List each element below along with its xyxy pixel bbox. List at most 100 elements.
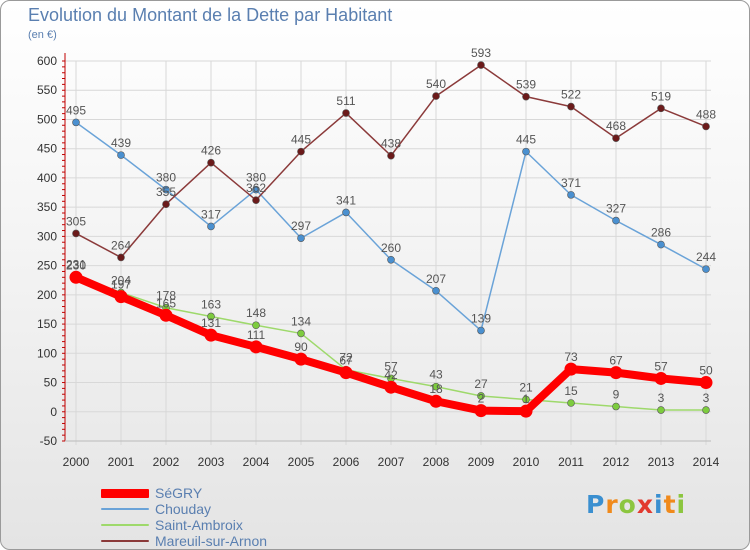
data-label: 305 [66, 214, 86, 228]
data-label: 230 [66, 258, 86, 272]
x-tick-label: 2009 [468, 455, 495, 469]
x-tick-label: 2001 [108, 455, 135, 469]
legend-item: Mareuil-sur-Arnon [101, 533, 267, 549]
y-tick-label: 250 [37, 259, 57, 273]
data-point [477, 326, 485, 335]
data-label: 264 [111, 238, 131, 252]
data-label: 468 [606, 119, 626, 133]
data-point [162, 185, 170, 194]
data-point [477, 61, 485, 69]
y-tick-label: 450 [37, 142, 57, 156]
data-label: 540 [426, 77, 446, 91]
data-label: 163 [201, 297, 221, 311]
data-label: 1 [523, 392, 530, 406]
data-point [294, 352, 308, 366]
data-point [702, 265, 710, 273]
data-point [207, 222, 215, 231]
data-point [612, 216, 620, 225]
data-point [297, 234, 305, 242]
x-tick-label: 2005 [288, 455, 315, 469]
y-tick-label: 300 [37, 229, 57, 243]
data-point [252, 185, 260, 194]
data-label: 522 [561, 88, 581, 102]
data-label: 511 [336, 94, 355, 108]
legend-label: SéGRY [155, 485, 203, 501]
y-tick-label: 100 [37, 346, 57, 360]
x-tick-label: 2010 [513, 455, 540, 469]
legend-label: Chouday [155, 501, 212, 517]
data-label: 134 [291, 314, 311, 328]
data-label: 204 [111, 274, 131, 288]
data-point [702, 122, 710, 131]
data-label: 488 [696, 107, 716, 121]
data-point [612, 402, 620, 411]
data-label: 371 [561, 176, 581, 190]
data-point [387, 151, 395, 160]
data-label: 67 [339, 354, 353, 368]
data-point [72, 118, 80, 127]
data-point [162, 200, 170, 209]
data-point [297, 329, 305, 338]
data-point [117, 253, 125, 262]
data-point [657, 240, 665, 249]
data-label: 445 [516, 133, 536, 147]
data-point [69, 270, 83, 284]
data-label: 18 [429, 382, 443, 396]
data-label: 50 [699, 364, 713, 378]
legend-swatch [101, 540, 149, 542]
data-label: 165 [156, 296, 176, 310]
data-label: 438 [381, 137, 401, 151]
legend-swatch [101, 488, 149, 498]
chart-title: Evolution du Montant de la Dette par Hab… [28, 5, 393, 25]
data-label: 21 [519, 380, 533, 394]
data-point [432, 92, 440, 100]
data-label: 9 [613, 388, 620, 402]
brand-letter: o [618, 490, 637, 519]
data-point [72, 229, 80, 238]
data-label: 15 [564, 384, 578, 398]
data-label: 327 [606, 202, 626, 216]
data-label: 67 [609, 354, 623, 368]
data-point [609, 366, 623, 380]
legend-label: Mareuil-sur-Arnon [155, 533, 268, 549]
x-tick-label: 2008 [423, 455, 450, 469]
data-point [519, 404, 533, 418]
data-point [612, 134, 620, 142]
data-label: 207 [426, 272, 446, 286]
x-tick-label: 2003 [198, 455, 225, 469]
brand-letter: i [676, 490, 687, 519]
legend-swatch [101, 508, 149, 510]
data-point [339, 366, 353, 380]
data-label: 286 [651, 226, 671, 240]
data-label: 341 [336, 193, 356, 207]
x-tick-label: 2006 [333, 455, 360, 469]
y-tick-label: 400 [37, 171, 57, 185]
data-point [699, 376, 713, 390]
data-point [567, 191, 575, 199]
data-point [567, 102, 575, 111]
brand-letter: x [636, 490, 654, 519]
data-point [522, 147, 530, 156]
data-point [207, 312, 215, 321]
x-tick-label: 2012 [603, 455, 630, 469]
data-label: 231 [66, 258, 86, 272]
x-tick-label: 2011 [558, 455, 584, 469]
data-label: 297 [291, 219, 311, 233]
data-label: 3 [658, 391, 665, 405]
unit-label: (en €) [28, 29, 57, 41]
data-label: 42 [384, 368, 398, 382]
data-label: 355 [156, 185, 176, 199]
data-label: 362 [246, 181, 266, 195]
data-point [387, 255, 395, 264]
data-label: 519 [651, 89, 671, 103]
data-label: 317 [201, 207, 221, 221]
data-label: 495 [66, 103, 86, 117]
data-label: 539 [516, 78, 536, 92]
data-point [249, 340, 263, 354]
data-label: 260 [381, 241, 401, 255]
data-label: 27 [474, 377, 488, 391]
data-point [429, 394, 443, 408]
data-point [522, 395, 530, 404]
brand-letter: i [654, 490, 664, 519]
